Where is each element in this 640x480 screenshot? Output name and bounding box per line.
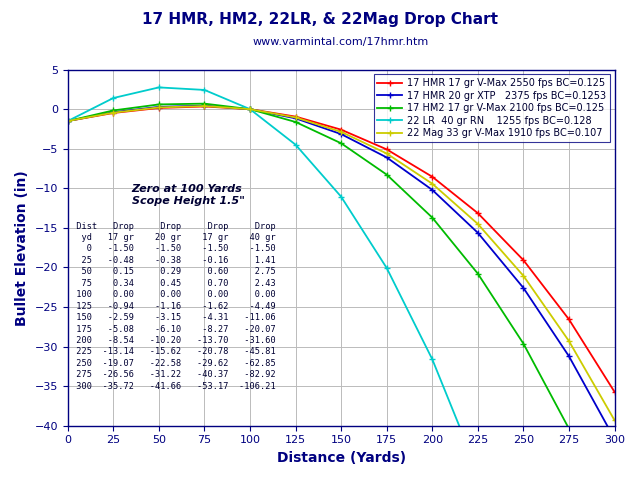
- 22 Mag 33 gr V-Max 1910 fps BC=0.107: [64, 118, 72, 124]
- Line: 17 HMR 17 gr V-Max 2550 fps BC=0.125: 17 HMR 17 gr V-Max 2550 fps BC=0.125: [65, 104, 617, 395]
- 17 HMR 20 gr XTP   2375 fps BC=0.1253: [200, 103, 208, 108]
- 17 HMR 20 gr XTP   2375 fps BC=0.1253: [292, 116, 300, 121]
- Legend: 17 HMR 17 gr V-Max 2550 fps BC=0.125, 17 HMR 20 gr XTP   2375 fps BC=0.1253, 17 : 17 HMR 17 gr V-Max 2550 fps BC=0.125, 17…: [374, 74, 610, 142]
- 17 HM2 17 gr V-Max 2100 fps BC=0.125: [565, 426, 573, 432]
- 22 Mag 33 gr V-Max 1910 fps BC=0.107: [383, 151, 390, 156]
- 17 HMR 20 gr XTP   2375 fps BC=0.1253: [428, 187, 436, 193]
- Line: 22 LR  40 gr RN    1255 fps BC=0.128: 22 LR 40 gr RN 1255 fps BC=0.128: [65, 84, 617, 480]
- 17 HMR 17 gr V-Max 2550 fps BC=0.125: [428, 174, 436, 180]
- 17 HMR 17 gr V-Max 2550 fps BC=0.125: [611, 389, 618, 395]
- 17 HMR 17 gr V-Max 2550 fps BC=0.125: [565, 316, 573, 322]
- Text: Zero at 100 Yards
Scope Height 1.5": Zero at 100 Yards Scope Height 1.5": [132, 184, 244, 206]
- Text: 17 HMR, HM2, 22LR, & 22Mag Drop Chart: 17 HMR, HM2, 22LR, & 22Mag Drop Chart: [142, 12, 498, 27]
- 22 Mag 33 gr V-Max 1910 fps BC=0.107: [565, 338, 573, 344]
- 22 Mag 33 gr V-Max 1910 fps BC=0.107: [337, 129, 345, 135]
- 17 HMR 20 gr XTP   2375 fps BC=0.1253: [383, 155, 390, 160]
- 17 HMR 20 gr XTP   2375 fps BC=0.1253: [64, 118, 72, 124]
- 17 HMR 20 gr XTP   2375 fps BC=0.1253: [246, 106, 254, 112]
- Title: www.varmintal.com/17hmr.htm: www.varmintal.com/17hmr.htm: [253, 36, 429, 47]
- Line: 22 Mag 33 gr V-Max 1910 fps BC=0.107: 22 Mag 33 gr V-Max 1910 fps BC=0.107: [65, 103, 617, 423]
- 17 HMR 17 gr V-Max 2550 fps BC=0.125: [246, 106, 254, 112]
- 22 LR  40 gr RN    1255 fps BC=0.128: [109, 95, 117, 101]
- X-axis label: Distance (Yards): Distance (Yards): [276, 451, 406, 465]
- 22 LR  40 gr RN    1255 fps BC=0.128: [337, 194, 345, 200]
- 17 HMR 20 gr XTP   2375 fps BC=0.1253: [611, 436, 618, 442]
- 22 Mag 33 gr V-Max 1910 fps BC=0.107: [520, 273, 527, 278]
- 17 HMR 17 gr V-Max 2550 fps BC=0.125: [474, 210, 482, 216]
- 22 Mag 33 gr V-Max 1910 fps BC=0.107: [109, 110, 117, 116]
- 22 LR  40 gr RN    1255 fps BC=0.128: [246, 106, 254, 112]
- Y-axis label: Bullet Elevation (in): Bullet Elevation (in): [15, 170, 29, 325]
- 17 HMR 20 gr XTP   2375 fps BC=0.1253: [155, 104, 163, 110]
- 22 Mag 33 gr V-Max 1910 fps BC=0.107: [428, 181, 436, 187]
- 17 HMR 17 gr V-Max 2550 fps BC=0.125: [200, 104, 208, 109]
- 22 Mag 33 gr V-Max 1910 fps BC=0.107: [474, 221, 482, 227]
- 17 HM2 17 gr V-Max 2100 fps BC=0.125: [292, 119, 300, 125]
- 17 HM2 17 gr V-Max 2100 fps BC=0.125: [520, 341, 527, 347]
- 17 HMR 17 gr V-Max 2550 fps BC=0.125: [155, 105, 163, 111]
- 22 LR  40 gr RN    1255 fps BC=0.128: [200, 87, 208, 93]
- Line: 17 HM2 17 gr V-Max 2100 fps BC=0.125: 17 HM2 17 gr V-Max 2100 fps BC=0.125: [65, 101, 617, 480]
- 22 LR  40 gr RN    1255 fps BC=0.128: [474, 469, 482, 475]
- 22 Mag 33 gr V-Max 1910 fps BC=0.107: [611, 417, 618, 423]
- 17 HM2 17 gr V-Max 2100 fps BC=0.125: [64, 118, 72, 124]
- 17 HM2 17 gr V-Max 2100 fps BC=0.125: [383, 172, 390, 178]
- 22 LR  40 gr RN    1255 fps BC=0.128: [383, 265, 390, 271]
- 17 HMR 17 gr V-Max 2550 fps BC=0.125: [520, 257, 527, 263]
- 22 LR  40 gr RN    1255 fps BC=0.128: [64, 118, 72, 124]
- 17 HMR 17 gr V-Max 2550 fps BC=0.125: [292, 114, 300, 120]
- 17 HMR 20 gr XTP   2375 fps BC=0.1253: [109, 109, 117, 115]
- 22 Mag 33 gr V-Max 1910 fps BC=0.107: [155, 105, 163, 110]
- 17 HMR 20 gr XTP   2375 fps BC=0.1253: [474, 230, 482, 236]
- Text: Dist   Drop     Drop     Drop     Drop
  yd   17 gr    20 gr    17 gr    40 gr
 : Dist Drop Drop Drop Drop yd 17 gr 20 gr …: [72, 222, 276, 391]
- 17 HM2 17 gr V-Max 2100 fps BC=0.125: [428, 215, 436, 220]
- 17 HMR 20 gr XTP   2375 fps BC=0.1253: [337, 131, 345, 137]
- 17 HM2 17 gr V-Max 2100 fps BC=0.125: [474, 271, 482, 276]
- 17 HM2 17 gr V-Max 2100 fps BC=0.125: [155, 102, 163, 108]
- 22 LR  40 gr RN    1255 fps BC=0.128: [292, 142, 300, 147]
- 22 LR  40 gr RN    1255 fps BC=0.128: [428, 356, 436, 362]
- Line: 17 HMR 20 gr XTP   2375 fps BC=0.1253: 17 HMR 20 gr XTP 2375 fps BC=0.1253: [65, 103, 617, 442]
- 17 HM2 17 gr V-Max 2100 fps BC=0.125: [109, 108, 117, 113]
- 17 HMR 20 gr XTP   2375 fps BC=0.1253: [565, 353, 573, 359]
- 17 HMR 17 gr V-Max 2550 fps BC=0.125: [337, 127, 345, 132]
- 17 HM2 17 gr V-Max 2100 fps BC=0.125: [246, 106, 254, 112]
- 17 HMR 17 gr V-Max 2550 fps BC=0.125: [383, 146, 390, 152]
- 17 HM2 17 gr V-Max 2100 fps BC=0.125: [337, 140, 345, 146]
- 22 Mag 33 gr V-Max 1910 fps BC=0.107: [200, 103, 208, 109]
- 22 Mag 33 gr V-Max 1910 fps BC=0.107: [246, 106, 254, 112]
- 22 LR  40 gr RN    1255 fps BC=0.128: [155, 84, 163, 90]
- 17 HMR 17 gr V-Max 2550 fps BC=0.125: [64, 118, 72, 124]
- 17 HMR 20 gr XTP   2375 fps BC=0.1253: [520, 285, 527, 291]
- 17 HM2 17 gr V-Max 2100 fps BC=0.125: [200, 101, 208, 107]
- 17 HMR 17 gr V-Max 2550 fps BC=0.125: [109, 110, 117, 116]
- 22 Mag 33 gr V-Max 1910 fps BC=0.107: [292, 115, 300, 120]
